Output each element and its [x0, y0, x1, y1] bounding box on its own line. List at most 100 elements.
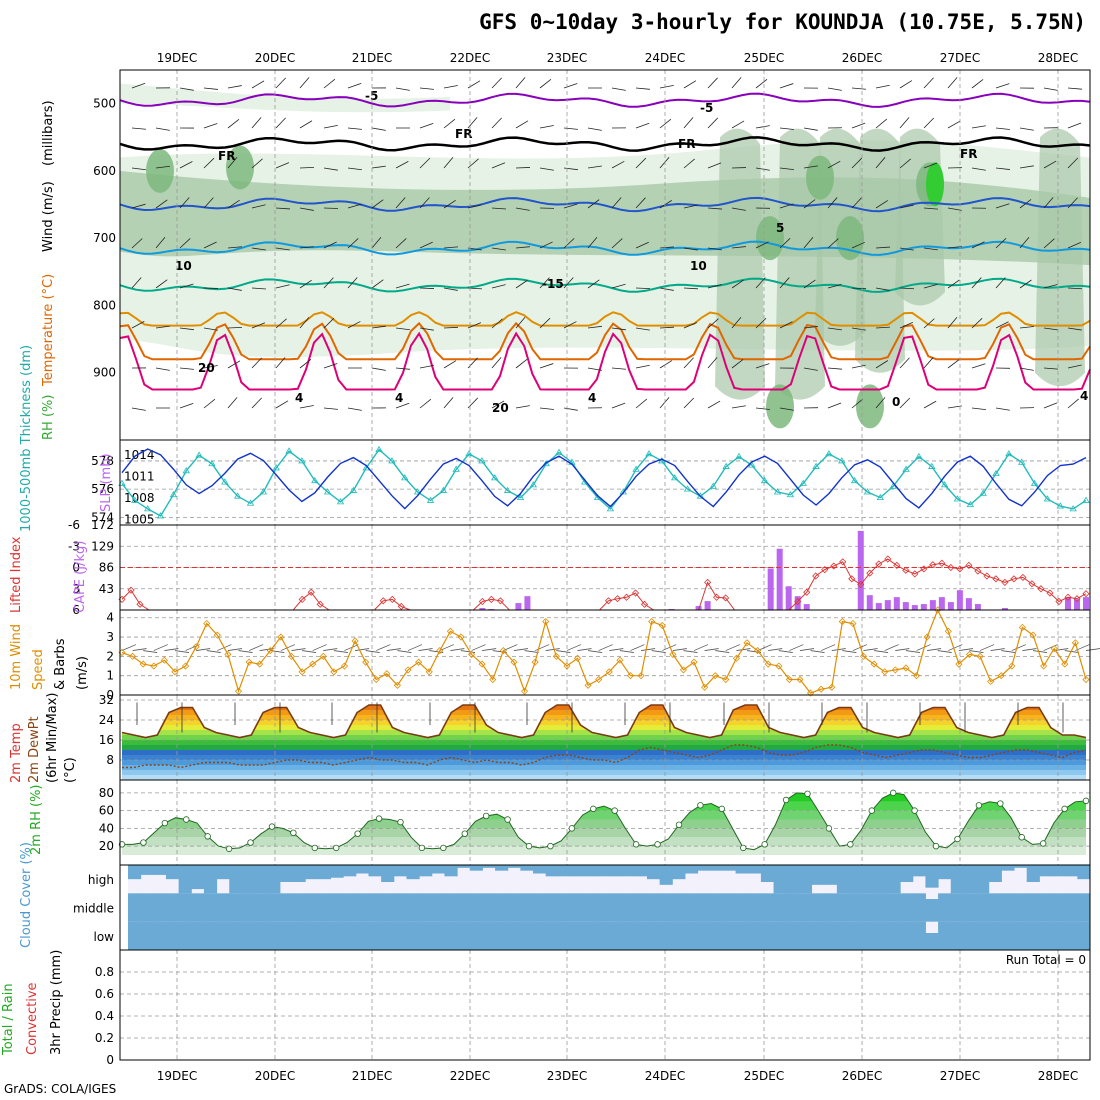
upper-wind-barb — [515, 317, 526, 329]
upper-wind-barb — [395, 238, 407, 249]
wind-barb — [344, 644, 359, 651]
slp-ytick-2: 1011 — [124, 469, 155, 483]
wind-barb — [312, 644, 327, 651]
run-total: Run Total = 0 — [1006, 953, 1086, 967]
day-label-top-2: 21DEC — [352, 51, 392, 65]
upper-wind-barb — [179, 161, 193, 169]
isotherm-10 — [119, 240, 1091, 256]
cloud-bar-high — [596, 865, 610, 877]
thickness-point — [259, 488, 268, 495]
upper-wind-barb — [995, 407, 1010, 411]
upper-wind-barb — [419, 87, 434, 90]
precip-ylabel-part-1: Convective — [25, 982, 40, 1055]
upper-wind-barb — [251, 247, 266, 251]
upper-wind-barb — [779, 321, 793, 329]
upper-ytick-4: 900 — [93, 366, 116, 380]
cloud-bar-high — [191, 865, 205, 890]
series-temp — [121, 704, 1087, 739]
cloud-bar-high — [317, 865, 332, 880]
wind-point — [679, 666, 688, 674]
cloud-bar-low — [305, 921, 319, 950]
wind-barb — [545, 648, 560, 651]
upper-wind-barb — [731, 279, 744, 289]
day-label-top-6: 25DEC — [744, 51, 784, 65]
wind-point — [722, 675, 730, 684]
wind-barb — [418, 648, 433, 651]
cloud-bar-low — [178, 921, 192, 950]
upper-wind-barb — [443, 397, 454, 409]
wind-point — [987, 677, 995, 686]
upper-ytick-3: 800 — [93, 298, 116, 312]
wind-barb — [884, 644, 899, 651]
upper-wind-barb — [779, 407, 794, 411]
cloud-bar-low — [191, 921, 205, 950]
cloud-bar-low — [203, 921, 218, 950]
upper-wind-barb — [299, 207, 314, 211]
upper-wind-barb — [155, 165, 170, 169]
cloud-bar-low — [1077, 921, 1091, 950]
upper-wind-barb — [347, 238, 359, 249]
wind-barb — [672, 648, 687, 651]
upper-wind-barb — [947, 77, 958, 89]
thickness-point — [1082, 496, 1090, 503]
rh-point — [247, 839, 254, 846]
upper-wind-barb — [875, 84, 890, 89]
upper-wind-barb — [755, 125, 770, 129]
upper-wind-barb — [635, 197, 646, 209]
thickness-point — [195, 451, 203, 458]
day-label-bottom-1: 20DEC — [255, 1069, 295, 1083]
cloud-bar-middle — [495, 893, 509, 922]
cloud-bar-high — [938, 865, 952, 880]
cloud-bar-high — [710, 865, 724, 871]
upper-wind-barb — [131, 167, 146, 171]
cloud-bar-middle — [938, 893, 952, 922]
li-ytick-2: 0 — [72, 561, 80, 575]
cloud-bar-middle — [1077, 893, 1091, 922]
upper-wind-barb — [323, 363, 338, 369]
li-point — [983, 572, 991, 580]
upper-wind-barb — [323, 317, 335, 329]
cloud-bar-middle — [786, 893, 800, 922]
cloud-bar-low — [153, 921, 167, 950]
wind-point — [976, 652, 984, 660]
cloud-bar-high — [900, 865, 914, 882]
rh-point — [697, 802, 704, 809]
upper-wind-barb — [347, 321, 361, 329]
upper-wind-barb — [899, 158, 911, 169]
upper-wind-barb — [275, 77, 286, 89]
upper-wind-barb — [203, 398, 216, 409]
upper-wind-barb — [971, 277, 982, 289]
wind-barb — [386, 648, 401, 651]
contour-label-7: 10 — [175, 259, 192, 273]
precip-ytick-3: 0.6 — [95, 987, 114, 1001]
cloud-level-high: high — [88, 873, 114, 887]
wind-barb — [1032, 650, 1048, 653]
thickness-point — [632, 465, 640, 472]
upper-wind-barb — [1043, 238, 1055, 249]
cape-bar — [794, 596, 801, 610]
upper-wind-barb — [275, 162, 290, 169]
upper-wind-barb — [947, 359, 960, 369]
upper-wind-barb — [611, 238, 623, 249]
rh-point — [525, 842, 533, 850]
cloud-bar-low — [165, 921, 180, 950]
li-point — [487, 595, 495, 603]
upper-wind-barb — [563, 407, 578, 411]
wind-barb — [588, 650, 603, 653]
upper-wind-barb — [251, 287, 266, 290]
upper-wind-barb — [875, 360, 889, 369]
wind-point — [965, 650, 974, 658]
upper-wind-barb — [851, 87, 866, 90]
isotherm-30 — [119, 331, 1091, 391]
rh-point — [268, 823, 276, 830]
wind-point — [436, 647, 444, 655]
upper-wind-barb — [491, 318, 503, 329]
temp-ylabel-line-3: (°C) — [63, 757, 78, 783]
cloud-bar-low — [609, 921, 623, 950]
wind-barb — [736, 648, 751, 651]
upper-wind-barb — [707, 207, 722, 210]
wind-barb — [174, 650, 190, 653]
cloud-bar-high — [950, 865, 964, 894]
upper-wind-barb — [971, 407, 986, 410]
